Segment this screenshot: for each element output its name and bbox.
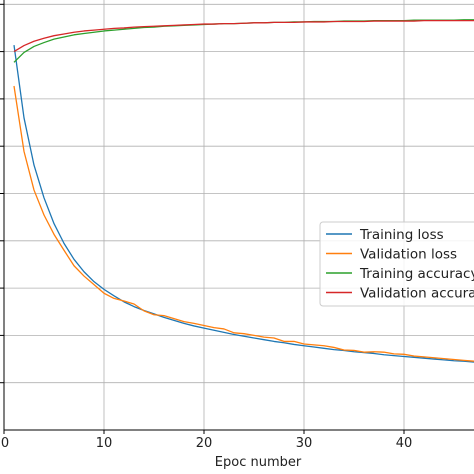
series-line-validation-loss	[13, 85, 474, 362]
x-tick-label-1: 10	[96, 436, 113, 451]
x-tick-label-3: 30	[296, 436, 313, 451]
legend-label-3: Validation accuracy	[360, 286, 474, 302]
series-line-validation-accuracy	[13, 19, 474, 53]
legend-label-0: Training loss	[359, 227, 444, 243]
x-tick-label-2: 20	[196, 436, 213, 451]
legend: Training loss Validation loss Training acc…	[319, 221, 474, 307]
series-line-training-accuracy	[13, 19, 474, 63]
x-tick-label-4: 40	[396, 436, 413, 451]
axes	[0, 0, 474, 434]
series-lines	[13, 19, 474, 363]
x-tick-label-0: 0	[1, 436, 9, 451]
x-axis-label: Epoc number	[215, 455, 302, 470]
grid	[3, 0, 474, 430]
series-line-training-loss	[13, 45, 474, 363]
tick-labels: 0 10 20 30 40	[1, 436, 412, 451]
legend-box	[319, 221, 474, 307]
legend-label-1: Validation loss	[360, 247, 457, 263]
legend-label-2: Training accuracy	[359, 266, 474, 282]
